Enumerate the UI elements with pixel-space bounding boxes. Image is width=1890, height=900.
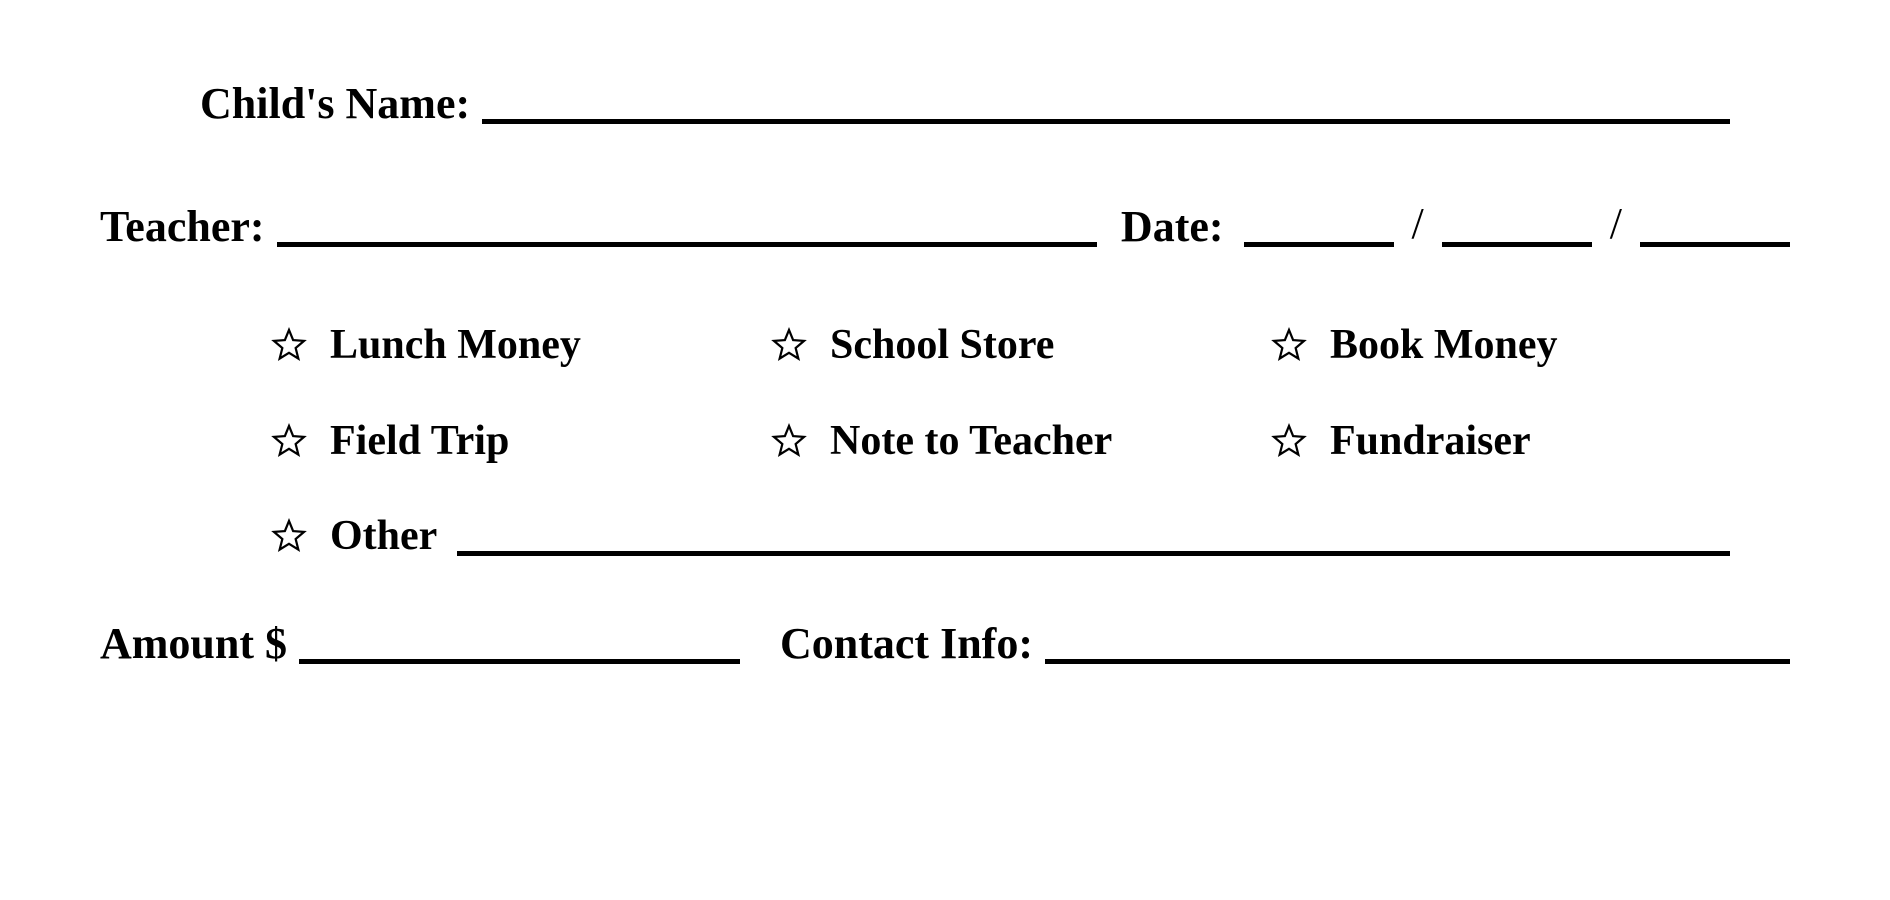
star-icon [270, 326, 308, 364]
school-money-form: Child's Name: Teacher: Date: / / Lunch M… [0, 0, 1890, 900]
date-dd-line[interactable] [1442, 203, 1592, 247]
row-teacher-date: Teacher: Date: / / [100, 198, 1790, 251]
star-icon [1270, 326, 1308, 364]
other-label: Other [330, 513, 457, 559]
category-note-to-teacher[interactable]: Note to Teacher [770, 417, 1230, 465]
category-grid: Lunch Money School Store Book Money Fiel… [270, 321, 1730, 559]
teacher-label: Teacher: [100, 203, 277, 251]
category-book-money[interactable]: Book Money [1270, 321, 1730, 369]
child-name-input-line[interactable] [482, 80, 1730, 124]
other-input-line[interactable] [457, 520, 1730, 556]
date-label: Date: [1097, 203, 1244, 251]
amount-input-line[interactable] [299, 620, 740, 664]
category-school-store[interactable]: School Store [770, 321, 1230, 369]
star-icon [1270, 422, 1308, 460]
contact-segment: Contact Info: [780, 620, 1790, 668]
category-field-trip[interactable]: Field Trip [270, 417, 730, 465]
contact-label: Contact Info: [780, 620, 1045, 668]
category-label: Field Trip [330, 417, 509, 465]
star-icon [770, 326, 808, 364]
star-icon [270, 422, 308, 460]
star-icon [270, 517, 308, 555]
category-label: Fundraiser [1330, 417, 1531, 465]
category-label: School Store [830, 321, 1054, 369]
row-child-name: Child's Name: [200, 80, 1730, 128]
child-name-label: Child's Name: [200, 80, 482, 128]
amount-segment: Amount $ [100, 620, 740, 668]
category-other[interactable]: Other [270, 513, 1730, 559]
category-fundraiser[interactable]: Fundraiser [1270, 417, 1730, 465]
amount-label: Amount $ [100, 620, 299, 668]
date-mm-line[interactable] [1244, 203, 1394, 247]
date-yy-line[interactable] [1640, 203, 1790, 247]
star-icon [770, 422, 808, 460]
category-label: Book Money [1330, 321, 1558, 369]
date-sep-1: / [1394, 198, 1442, 251]
date-sep-2: / [1592, 198, 1640, 251]
category-label: Note to Teacher [830, 417, 1112, 465]
teacher-input-line[interactable] [277, 203, 1097, 247]
category-lunch-money[interactable]: Lunch Money [270, 321, 730, 369]
category-label: Lunch Money [330, 321, 581, 369]
contact-input-line[interactable] [1045, 620, 1790, 664]
row-amount-contact: Amount $ Contact Info: [100, 620, 1790, 668]
